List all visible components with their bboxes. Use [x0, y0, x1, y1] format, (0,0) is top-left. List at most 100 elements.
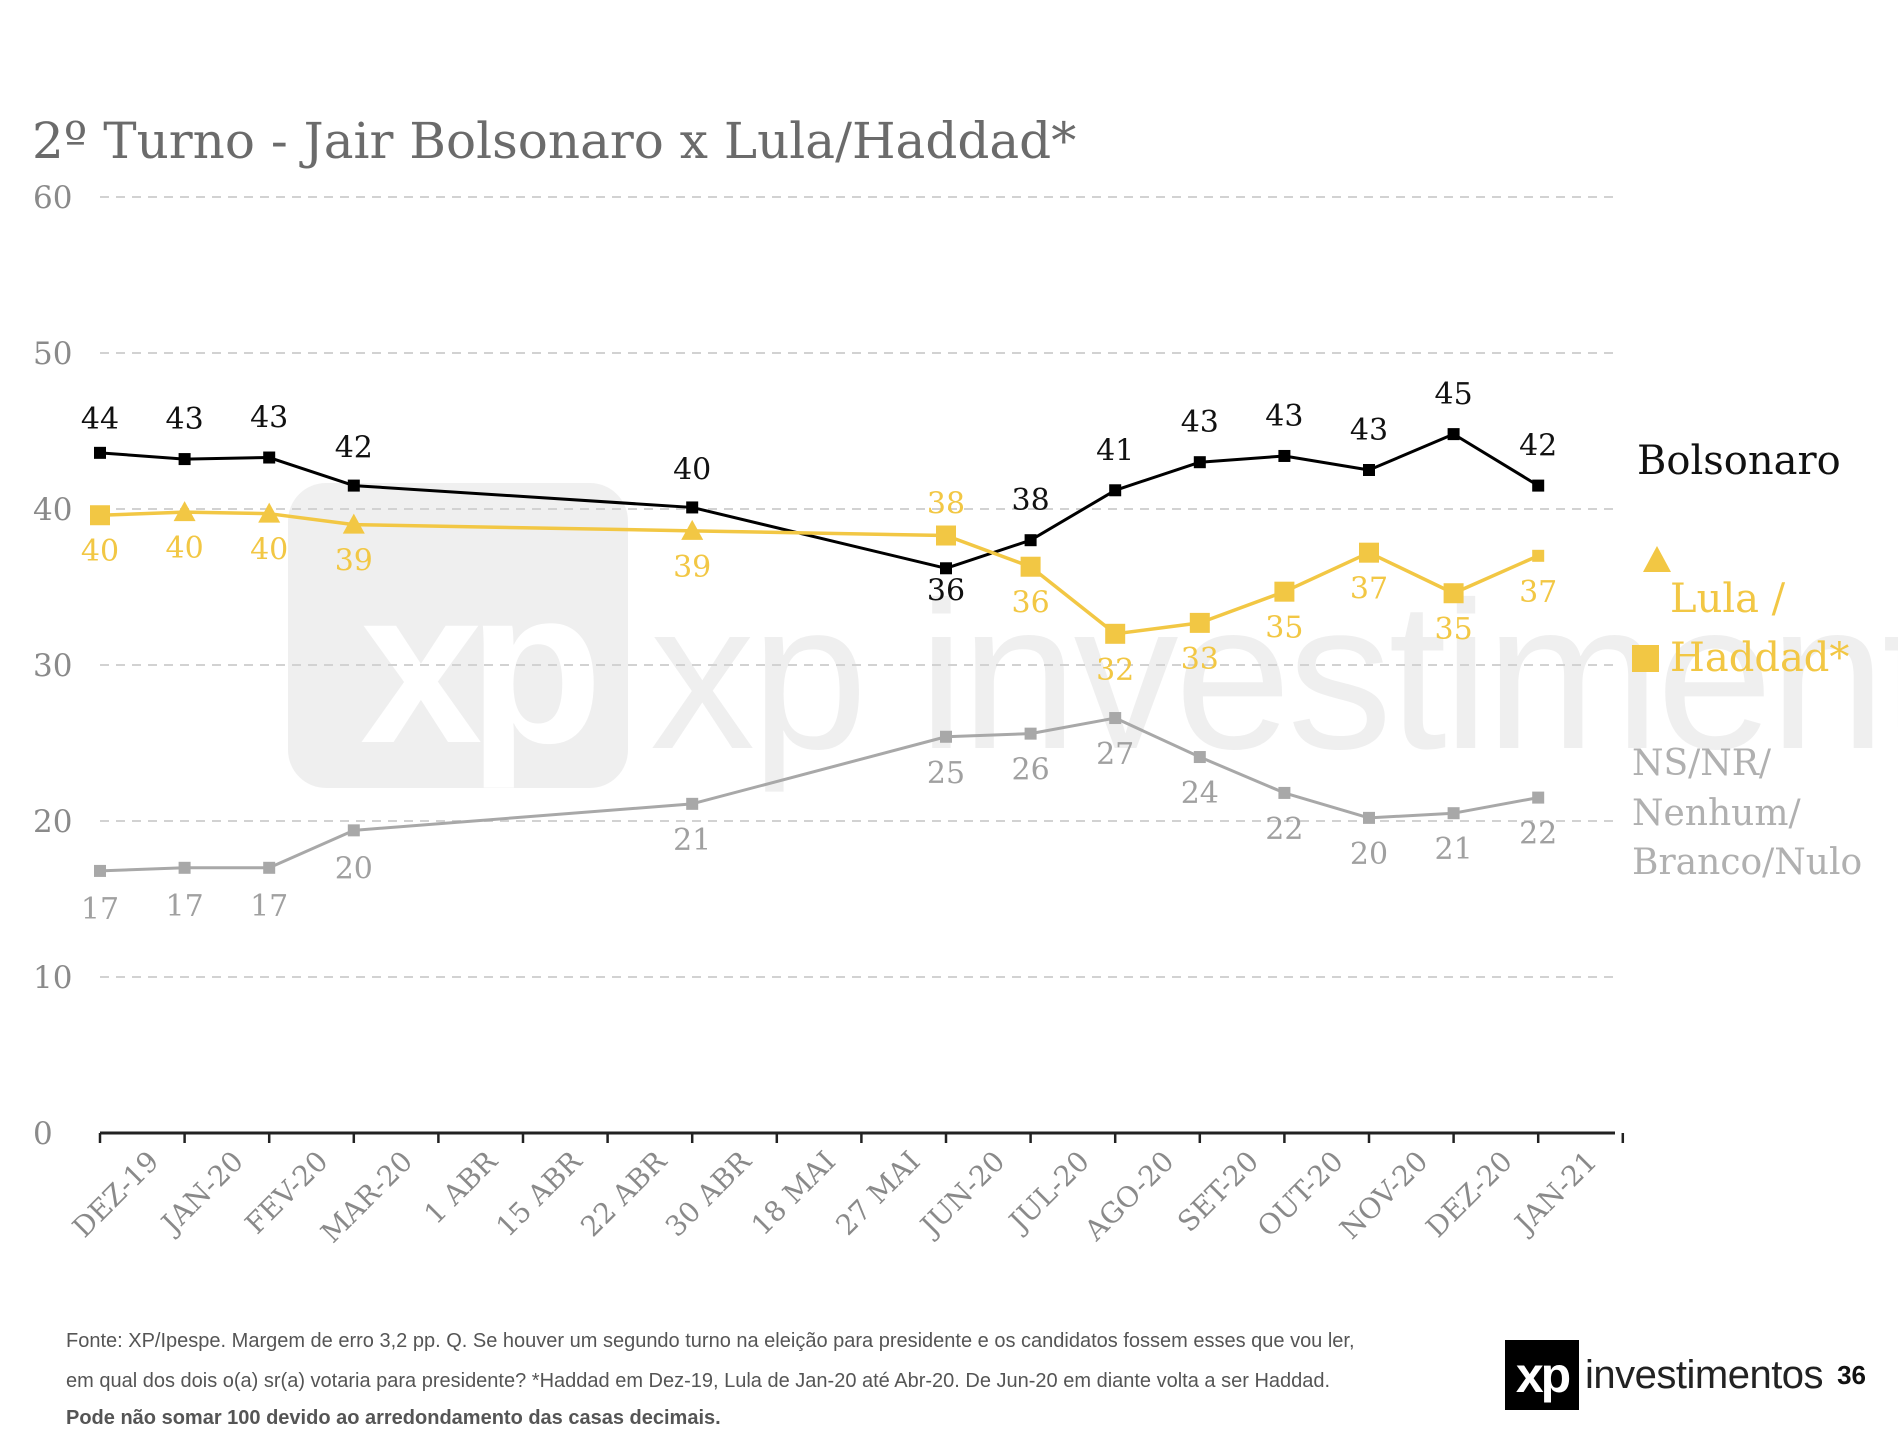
data-label: 37 — [1350, 572, 1388, 607]
series-2 — [94, 712, 1545, 877]
data-point — [1278, 449, 1291, 462]
data-point — [263, 861, 276, 874]
y-tick-label: 30 — [33, 648, 72, 684]
x-tick-label: 30 ABR — [659, 1144, 758, 1243]
data-label: 45 — [1435, 377, 1473, 412]
data-point — [1532, 479, 1545, 492]
data-label: 24 — [1181, 776, 1219, 811]
data-label: 37 — [1519, 575, 1557, 610]
data-point — [686, 501, 699, 514]
data-label: 25 — [927, 756, 965, 791]
x-tick-label: SET-20 — [1171, 1145, 1265, 1239]
legend-bolsonaro: Bolsonaro — [1637, 438, 1841, 484]
y-tick-label: 50 — [33, 336, 72, 372]
data-label: 35 — [1265, 611, 1303, 646]
data-label: 26 — [1012, 753, 1050, 788]
legend-haddad-square-icon — [1632, 645, 1659, 672]
data-point — [686, 797, 699, 810]
x-tick-label: 27 MAI — [829, 1145, 926, 1242]
data-point — [1109, 484, 1122, 497]
data-point — [1363, 464, 1375, 476]
data-label: 39 — [335, 544, 373, 579]
data-point — [94, 864, 106, 877]
data-point — [178, 453, 191, 466]
data-point — [1447, 428, 1460, 441]
data-label: 43 — [1181, 405, 1219, 440]
data-point — [347, 824, 360, 837]
data-label: 20 — [1350, 837, 1388, 872]
data-label: 33 — [1181, 642, 1219, 677]
data-label: 17 — [166, 889, 204, 924]
data-point — [178, 861, 191, 874]
data-label: 42 — [1519, 429, 1557, 464]
data-labels: 44 43 43 42 40 36 38 41 43 43 43 45 42 40 40 40 39 39 38 36… — [81, 377, 1557, 927]
legend-lula-line2: Haddad* — [1670, 635, 1849, 681]
data-point — [940, 730, 952, 743]
data-point — [1532, 549, 1545, 562]
data-label: 21 — [1435, 832, 1473, 867]
data-point — [258, 502, 281, 523]
y-axis-ticks: 0 10 20 30 40 50 60 — [33, 180, 72, 1152]
data-label: 27 — [1096, 737, 1134, 772]
data-label: 36 — [927, 573, 965, 608]
data-point — [342, 513, 365, 534]
data-point — [1274, 581, 1295, 602]
data-label: 17 — [81, 892, 119, 927]
data-label: 22 — [1519, 817, 1557, 852]
data-point — [940, 562, 952, 575]
data-label: 41 — [1096, 433, 1134, 468]
data-label: 43 — [166, 402, 204, 437]
data-label: 40 — [673, 452, 711, 487]
legend-ns-line1: NS/NR/ — [1632, 743, 1772, 784]
data-point — [1024, 534, 1037, 547]
data-label: 44 — [81, 402, 119, 437]
data-label: 43 — [1350, 413, 1388, 448]
x-tick-label: NOV-20 — [1333, 1145, 1434, 1246]
series-0 — [94, 428, 1545, 575]
data-label: 43 — [250, 401, 288, 436]
legend-ns-line3: Branco/Nulo — [1632, 842, 1862, 883]
data-point — [1020, 556, 1041, 577]
data-label: 35 — [1435, 612, 1473, 647]
data-point — [1278, 786, 1291, 799]
y-tick-label: 0 — [33, 1116, 53, 1152]
x-tick-label: 22 ABR — [574, 1144, 673, 1243]
data-point — [1024, 727, 1037, 740]
data-label: 40 — [250, 533, 288, 568]
x-tick-label: JUN-20 — [912, 1145, 1011, 1244]
footnote-line-3: Pode não somar 100 devido ao arredondame… — [66, 1407, 721, 1429]
data-point — [1105, 623, 1126, 644]
data-label: 36 — [1012, 586, 1050, 621]
data-label: 38 — [1012, 483, 1050, 518]
data-label: 22 — [1265, 812, 1303, 847]
page-number: 36 — [1837, 1359, 1866, 1390]
data-label: 17 — [250, 889, 288, 924]
x-tick-label: DEZ-19 — [66, 1145, 165, 1244]
legend: Bolsonaro Lula / Haddad* NS/NR/ Nenhum/ … — [1632, 438, 1862, 883]
data-label: 20 — [335, 851, 373, 886]
x-tick-label: DEZ-20 — [1420, 1145, 1519, 1244]
data-point — [263, 451, 276, 464]
data-label: 38 — [927, 487, 965, 522]
brand-wordmark: investimentos — [1585, 1352, 1824, 1397]
data-point — [1193, 456, 1206, 469]
x-tick-label: OUT-20 — [1251, 1145, 1350, 1244]
legend-ns-line2: Nenhum/ — [1632, 793, 1801, 834]
y-tick-label: 10 — [33, 960, 72, 996]
data-point — [936, 525, 956, 546]
footnote-line-2: em qual dos dois o(a) sr(a) votaria para… — [66, 1370, 1331, 1392]
data-point — [681, 519, 704, 540]
data-point — [1447, 807, 1460, 820]
data-point — [1193, 751, 1206, 764]
legend-lula-line1: Lula / — [1670, 576, 1786, 622]
y-tick-label: 20 — [33, 804, 72, 840]
data-label: 43 — [1265, 399, 1303, 434]
data-label: 40 — [81, 534, 119, 569]
y-tick-label: 60 — [33, 180, 72, 216]
data-point — [347, 479, 360, 492]
series-1 — [90, 501, 1545, 644]
data-point — [173, 501, 196, 522]
xp-logo-icon: xp — [1505, 1340, 1579, 1410]
data-point — [1359, 542, 1379, 563]
brand-footer: xp investimentos 36 — [1505, 1340, 1866, 1410]
